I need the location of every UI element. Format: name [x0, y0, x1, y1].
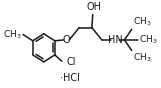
- Text: ·HCl: ·HCl: [60, 73, 80, 83]
- Text: CH$_3$: CH$_3$: [139, 34, 158, 46]
- Text: HN: HN: [108, 35, 123, 45]
- Text: CH$_3$: CH$_3$: [133, 51, 152, 64]
- Text: OH: OH: [86, 2, 101, 12]
- Text: CH$_3$: CH$_3$: [4, 28, 22, 41]
- Text: CH$_3$: CH$_3$: [133, 16, 152, 28]
- Text: O: O: [63, 35, 70, 45]
- Text: Cl: Cl: [66, 57, 76, 67]
